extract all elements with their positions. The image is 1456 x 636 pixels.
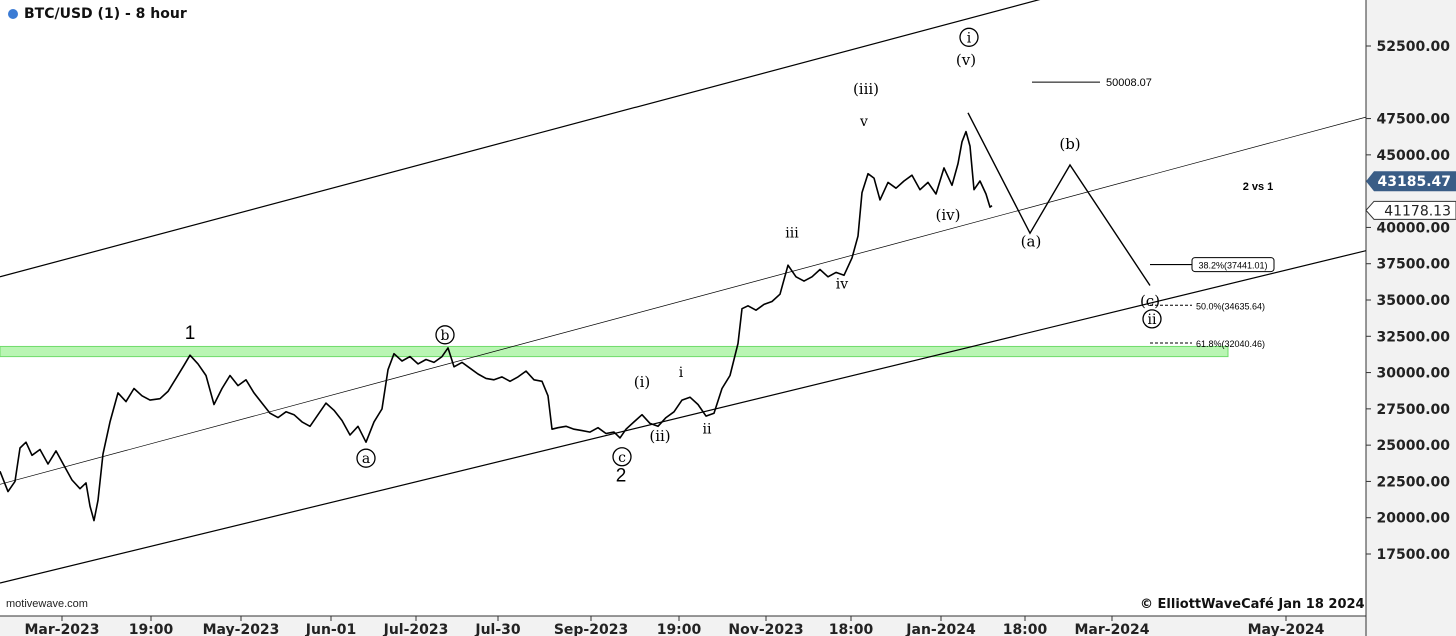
wave-label-a: a	[362, 451, 370, 467]
x-tick-label: May-2023	[203, 622, 280, 636]
x-tick-label: May-2024	[1248, 622, 1325, 636]
chart-title: BTC/USD (1) - 8 hour	[24, 6, 187, 22]
x-tick-label: 19:00	[129, 622, 174, 636]
wave-label: (v)	[956, 51, 976, 69]
wave-minor-label: iv	[836, 276, 848, 292]
last-price-tag	[1366, 171, 1456, 192]
x-tick-label: Nov-2023	[728, 622, 803, 636]
x-tick-label: Sep-2023	[554, 622, 628, 636]
y-tick-label: 40000.00	[1376, 220, 1450, 236]
chart-title-bar: BTC/USD (1) - 8 hour	[8, 6, 187, 22]
wave-label: (ii)	[649, 427, 670, 445]
wave-circle-ii	[1142, 309, 1162, 329]
fib-level-label: 38.2%(37441.01)	[1198, 261, 1267, 271]
wave-circle-b	[435, 325, 455, 345]
wave-circle-c	[612, 447, 632, 467]
y-tick-label: 45000.00	[1376, 148, 1450, 164]
y-tick-label: 27500.00	[1376, 402, 1450, 418]
x-tick-label: Jan-2024	[905, 622, 976, 636]
y-axis-panel	[1366, 0, 1456, 636]
wave-label-ii: ii	[1148, 312, 1157, 328]
fib-level-box	[1191, 257, 1275, 273]
secondary-price-label: 41178.13	[1384, 203, 1451, 219]
x-tick-label: Jul-2023	[383, 622, 449, 636]
wave-minor-label: ii	[703, 422, 712, 438]
channel-line-upper	[0, 0, 1041, 278]
x-tick-label: Jul-30	[474, 622, 521, 636]
last-price-label: 43185.47	[1377, 174, 1451, 190]
y-tick-label: 37500.00	[1376, 257, 1450, 273]
y-tick-label: 17500.00	[1376, 547, 1450, 563]
wave-label: (a)	[1021, 232, 1042, 250]
y-tick-label: 30000.00	[1376, 366, 1450, 382]
symbol-dot-icon	[8, 9, 18, 19]
y-tick-label: 20000.00	[1376, 511, 1450, 527]
x-tick-label: 18:00	[1003, 622, 1048, 636]
fib-level-label: 50.0%(34635.64)	[1196, 301, 1265, 311]
wave-circle-i	[959, 27, 979, 47]
wave-label-b: b	[441, 328, 450, 344]
fib-heading: 2 vs 1	[1243, 181, 1274, 193]
wave-degree-label: 1	[185, 323, 196, 344]
wave-label: (iii)	[853, 80, 879, 98]
projection-line	[967, 112, 1151, 286]
y-tick-label: 52500.00	[1376, 39, 1450, 55]
channel-line-lower	[0, 250, 1366, 584]
wave-label: (c)	[1140, 292, 1160, 310]
secondary-price-tag	[1365, 200, 1456, 220]
wave-label: (b)	[1059, 135, 1080, 153]
wave-label-c: c	[618, 450, 626, 466]
fib-level-label: 61.8%(32040.46)	[1196, 339, 1265, 349]
target-marker-label: 50008.07	[1106, 77, 1152, 89]
wave-minor-label: i	[679, 365, 684, 381]
x-tick-label: Mar-2024	[1074, 622, 1149, 636]
wave-degree-label: 2	[616, 465, 627, 486]
price-line	[0, 130, 993, 522]
wave-label: (iv)	[936, 206, 961, 224]
wave-minor-label: iii	[785, 226, 799, 242]
channel-line-middle	[0, 116, 1366, 485]
y-tick-label: 35000.00	[1376, 293, 1450, 309]
x-tick-label: 18:00	[829, 622, 874, 636]
credit-label: © ElliottWaveCafé Jan 18 2024	[1140, 597, 1365, 612]
wave-label: (i)	[634, 373, 651, 391]
x-tick-label: 19:00	[657, 622, 702, 636]
wave-circle-a	[356, 448, 376, 468]
y-tick-label: 32500.00	[1376, 329, 1450, 345]
wave-minor-label: v	[859, 114, 868, 130]
support-zone	[0, 345, 1229, 358]
wave-label-i: i	[967, 30, 972, 46]
x-tick-label: Mar-2023	[24, 622, 99, 636]
source-label: motivewave.com	[6, 598, 88, 610]
y-tick-label: 25000.00	[1376, 438, 1450, 454]
y-tick-label: 47500.00	[1376, 112, 1450, 128]
x-tick-label: Jun-01	[305, 622, 356, 636]
y-tick-label: 22500.00	[1376, 474, 1450, 490]
